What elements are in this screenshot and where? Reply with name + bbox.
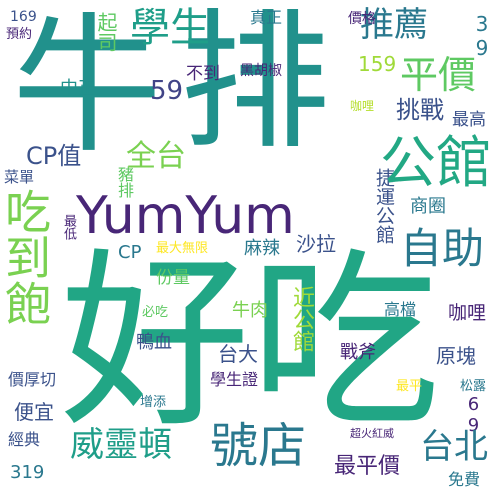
word-zuigao: 最高 (452, 110, 486, 130)
word-zhupai: 豬排 (115, 166, 134, 198)
word-zizhu: 自助 (400, 224, 485, 273)
word-n69: 69 (463, 394, 484, 436)
word-haochi: 好吃 (60, 232, 441, 453)
word-haodian: 號店 (210, 418, 307, 474)
word-heihujiao: 黑胡椒 (240, 63, 282, 79)
word-yueyue: 預約 (6, 27, 33, 42)
word-zuidi: 最低 (61, 214, 76, 240)
word-n39: 39 (470, 12, 494, 60)
word-pingjia: 平價 (400, 53, 477, 97)
word-taibei: 台北 (420, 427, 488, 467)
word-niu: 牛 (12, 0, 163, 174)
word-yumyum: YumYum (76, 186, 295, 246)
word-pai: 排 (180, 0, 331, 170)
word-chaohuohongwei: 超火紅威 (350, 427, 394, 440)
word-cp: CP (118, 242, 142, 263)
word-budao: 不到 (186, 64, 220, 84)
word-zuipingjia: 最平價 (334, 454, 401, 479)
word-tiaozhan: 挑戰 (396, 96, 444, 124)
word-n159: 159 (358, 52, 397, 76)
word-cpzhi: CP值 (26, 142, 82, 170)
word-jingdian: 經典 (8, 430, 41, 449)
word-fenliang: 份量 (156, 268, 190, 288)
word-jieyun: 捷運公館 (373, 168, 395, 244)
word-xueshengzheng: 學生證 (210, 370, 259, 389)
word-n319: 319 (10, 462, 45, 483)
word-kali2: 咖哩 (448, 302, 487, 324)
word-yuankuai: 原塊 (436, 344, 476, 368)
word-yaxue: 鴨血 (136, 332, 172, 353)
word-zhenzheng: 真正 (250, 8, 283, 27)
word-zuidawuxian: 最大無限 (156, 241, 209, 256)
word-zuiping: 最平 (396, 379, 423, 394)
word-gaodang: 高檔 (384, 300, 417, 319)
word-gongguan: 公館 (380, 131, 492, 196)
word-mala: 麻辣 (244, 238, 280, 259)
word-caidan: 菜單 (4, 168, 35, 186)
word-jiage: 價格 (348, 11, 376, 27)
word-zhanfu: 戰斧 (340, 342, 376, 363)
word-songlu: 松露 (460, 379, 487, 394)
word-shangquan: 商圈 (410, 196, 446, 217)
word-jiahouqie: 價厚切 (8, 370, 57, 389)
word-tuijian: 推薦 (360, 5, 428, 45)
word-chidaobao: 吃到飽 (0, 188, 52, 326)
word-pianyi: 便宜 (14, 400, 54, 424)
word-jingongguan: 近公館 (289, 286, 314, 352)
word-mianfei: 免費 (448, 470, 481, 489)
word-xuesheng: 學生 (130, 5, 210, 51)
word-zhongzheng: 中正 (60, 78, 96, 99)
word-niurou: 牛肉 (232, 300, 268, 321)
word-biechi: 必吃 (142, 305, 169, 320)
word-weilingdun: 威靈頓 (70, 425, 172, 465)
word-n59: 59 (150, 76, 184, 106)
word-jisi: 起司 (94, 12, 118, 52)
word-zengtian: 增添 (140, 395, 167, 410)
word-shala: 沙拉 (296, 232, 336, 256)
word-taida: 台大 (218, 342, 258, 366)
word-kali: 咖哩 (350, 99, 375, 113)
word-quantai: 全台 (126, 139, 186, 174)
word-n169: 169 (10, 9, 37, 25)
